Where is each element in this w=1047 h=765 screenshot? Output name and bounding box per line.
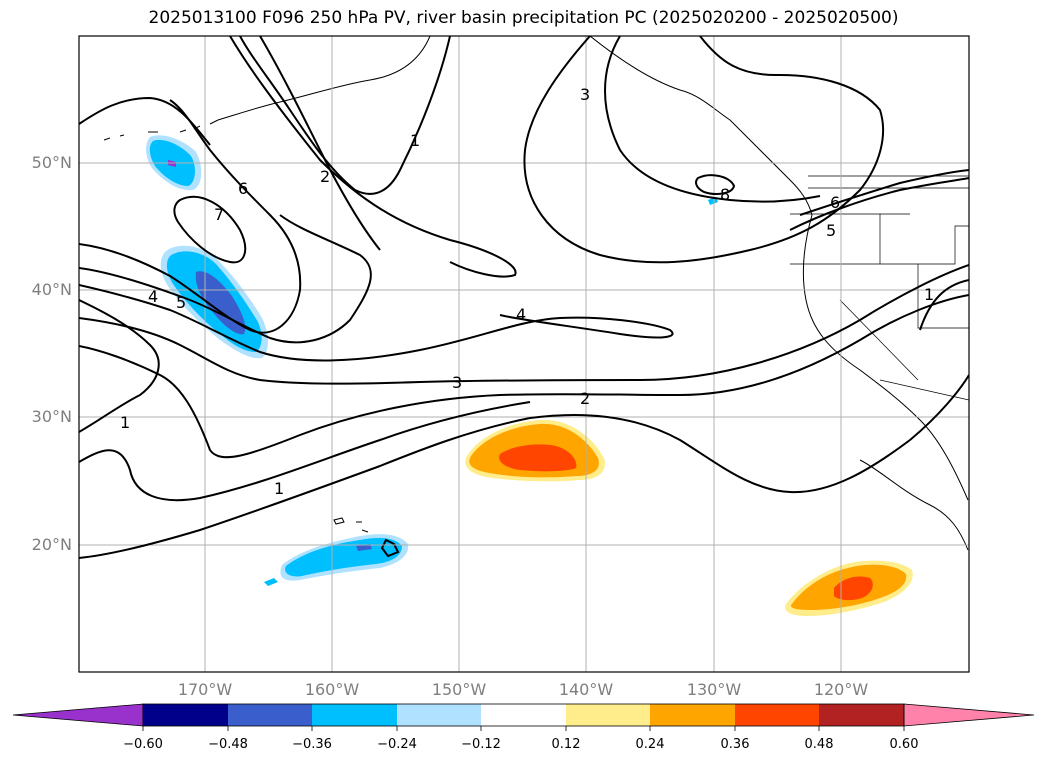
colorbar-bin [566,704,650,726]
pv-contour-7 [173,195,247,264]
contour-label: 5 [176,293,186,312]
contour-label: 2 [580,389,590,408]
colorbar-tick-label: 0.24 [635,737,665,752]
pv-contour-2-north [259,36,381,251]
map-title: 2025013100 F096 250 hPa PV, river basin … [148,8,899,28]
pv-contour-4 [79,284,674,362]
lon-label: 120°W [813,680,869,699]
colorbar-extend-high [903,703,1035,727]
colorbar-bin [312,704,397,726]
pv-contour-4-north [523,36,884,264]
colorbar-tick-label: 0.36 [720,737,750,752]
contour-label: 7 [214,205,224,224]
coastlines [103,36,969,558]
pv-contour-1-east [919,279,969,331]
pv-contour-2 [79,294,969,459]
contour-label: 5 [826,221,836,240]
pv-contour-5-east [789,177,969,231]
colorbar-bin [650,704,735,726]
pv-contour-1-south [79,374,969,559]
lat-label: 50°N [31,153,72,172]
colorbar [12,703,1035,731]
lat-label: 20°N [31,535,72,554]
colorbar-tick-label: 0.48 [804,737,834,752]
colorbar-bin [819,704,904,726]
pv-contour-3 [79,264,969,385]
lat-label: 30°N [31,407,72,426]
pv-contour-1-loop [79,401,531,502]
colorbar-tick-label: −0.12 [461,737,501,752]
pv-contour-6-east [799,169,969,216]
map-frame [78,35,970,673]
colorbar-bin [481,704,566,726]
pv-contour-6 [79,99,302,334]
colorbar-tick-label: −0.60 [123,737,163,752]
contour-label: 1 [410,131,420,150]
pv-contour-labels: 1 1 1 1 2 2 3 3 4 4 5 5 6 6 7 8 [120,85,934,498]
pv-contour-3-north [229,36,517,278]
contour-label: 1 [274,479,284,498]
colorbar-tick-label: −0.24 [377,737,417,752]
contour-label: 6 [238,179,248,198]
contour-label: 4 [148,287,158,306]
pv-contours [79,36,969,559]
contour-label: 8 [720,185,730,204]
contour-label: 1 [120,413,130,432]
contour-label: 3 [580,85,590,104]
pv-contour-5 [79,214,372,344]
pv-contour-3-east [604,36,821,203]
lon-label: 130°W [686,680,742,699]
colorbar-bin [397,704,481,726]
pv-contour-8 [695,174,736,195]
colorbar-bin [228,704,312,726]
colorbar-tick-label: −0.48 [208,737,248,752]
contour-label: 6 [830,193,840,212]
pv-contour-1-arc [239,36,451,195]
colorbar-tick-label: 0.60 [889,737,919,752]
colorbar-tick-label: −0.36 [292,737,332,752]
colorbar-extend-low [12,703,144,727]
colorbar-bin [735,704,819,726]
colorbar-tick-label: 0.12 [551,737,581,752]
hawaii-big-island [380,538,400,558]
lon-label: 140°W [558,680,614,699]
precipitation-shading [146,135,913,616]
pv-contour-1-west [79,299,160,433]
lon-label: 160°W [304,680,360,699]
contour-label: 1 [924,285,934,304]
contour-label: 4 [516,305,526,324]
lat-label: 40°N [31,280,72,299]
colorbar-bin [143,704,228,726]
lon-label: 150°W [431,680,487,699]
lon-label: 170°W [177,680,233,699]
contour-label: 3 [452,373,462,392]
contour-label: 2 [320,167,330,186]
